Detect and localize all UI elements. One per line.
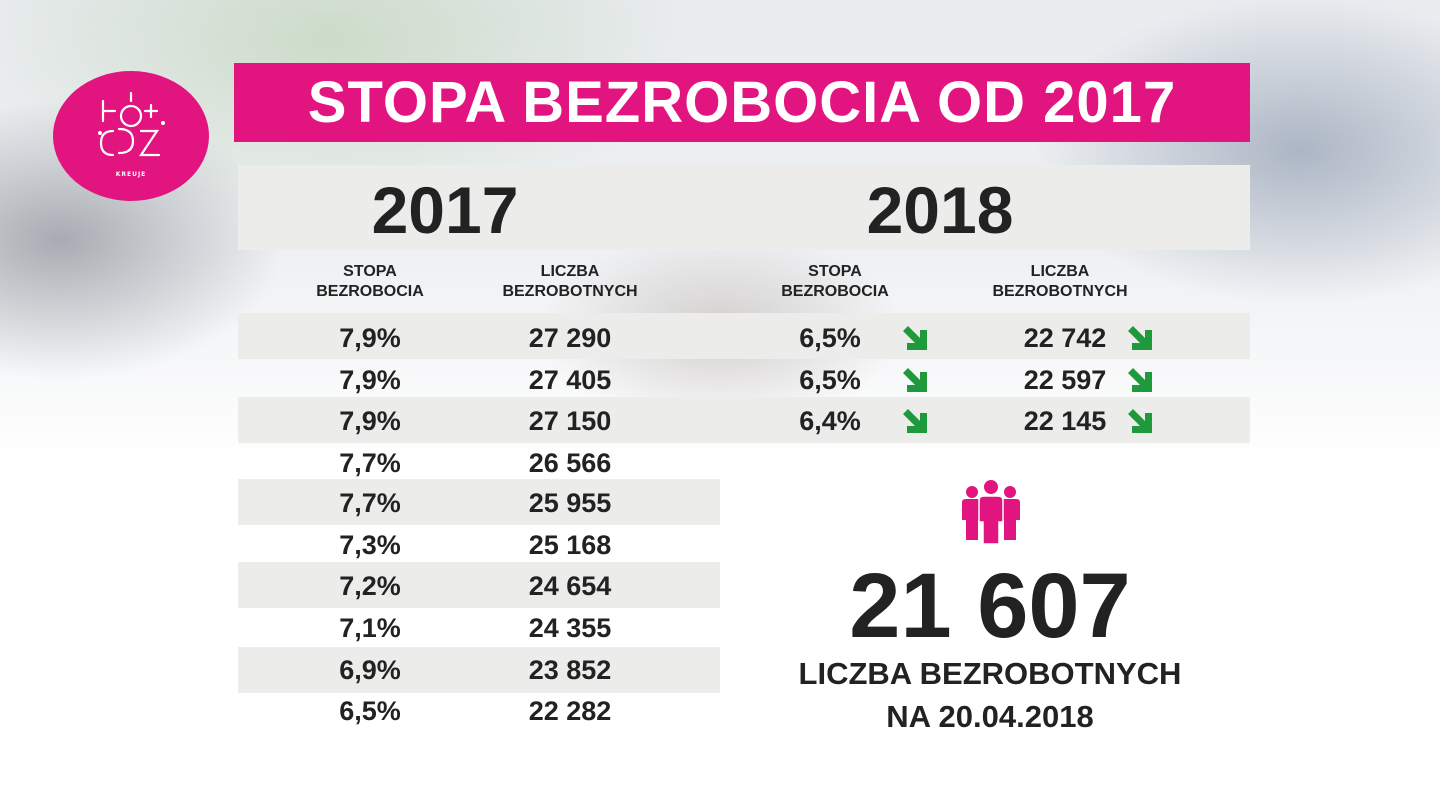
header-count-line2: BEZROBOTNYCH	[502, 283, 638, 300]
count-2018-cell: 22 597	[1023, 365, 1107, 395]
logo-wordmark: KREUJE	[115, 171, 147, 178]
rate-2017-cell: 7,1%	[339, 613, 401, 643]
trend-down-arrow-icon	[903, 326, 927, 350]
count-2017-cell: 23 852	[528, 655, 612, 685]
unemployed-total-label: LICZBA BEZROBOTNYCH	[798, 656, 1182, 691]
header-rate-line1: STOPA	[343, 263, 397, 280]
year-header-bar	[238, 165, 1250, 250]
rate-2017-cell: 7,2%	[339, 571, 401, 601]
trend-down-arrow-icon	[1128, 368, 1152, 392]
rate-2017-cell: 6,9%	[339, 655, 401, 685]
rate-2017-cell: 7,7%	[339, 448, 401, 478]
rate-2018-cell: 6,4%	[799, 406, 861, 436]
trend-down-arrow-icon	[1128, 409, 1152, 433]
header-2018-rate: STOPA BEZROBOCIA	[755, 262, 915, 302]
header-2017-count: LICZBA BEZROBOTNYCH	[470, 262, 670, 302]
header-rate-line2: BEZROBOCIA	[316, 283, 424, 300]
header-2017-rate: STOPA BEZROBOCIA	[290, 262, 450, 302]
count-2017-cell: 27 405	[528, 365, 612, 395]
count-2017-cell: 22 282	[528, 696, 612, 726]
count-2017-cell: 26 566	[528, 448, 612, 478]
rate-2017-cell: 7,7%	[339, 488, 401, 518]
count-2017-cell: 25 168	[528, 530, 612, 560]
trend-down-arrow-icon	[903, 409, 927, 433]
rate-2017-cell: 7,9%	[339, 365, 401, 395]
header-count-line2: BEZROBOTNYCH	[992, 283, 1128, 300]
rate-2018-cell: 6,5%	[799, 365, 861, 395]
count-2018-cell: 22 145	[1023, 406, 1107, 436]
count-2017-cell: 24 654	[528, 571, 612, 601]
table-row-stripe	[238, 647, 720, 693]
header-rate-line1: STOPA	[808, 263, 862, 280]
count-2017-cell: 27 290	[528, 323, 612, 353]
trend-down-arrow-icon	[1128, 326, 1152, 350]
header-2018-count: LICZBA BEZROBOTNYCH	[960, 262, 1160, 302]
page-title: STOPA BEZROBOCIA OD 2017	[234, 63, 1250, 142]
rate-2017-cell: 6,5%	[339, 696, 401, 726]
city-logo: KREUJE	[53, 71, 209, 201]
table-row-stripe	[238, 313, 1250, 359]
rate-2018-cell: 6,5%	[799, 323, 861, 353]
unemployed-total-number: 21 607	[849, 555, 1131, 657]
rate-2017-cell: 7,9%	[339, 406, 401, 436]
people-group-icon	[962, 480, 1020, 545]
unemployed-total-date: NA 20.04.2018	[886, 699, 1094, 734]
table-row-stripe	[238, 397, 1250, 443]
header-rate-line2: BEZROBOCIA	[781, 283, 889, 300]
year-2017-heading: 2017	[371, 173, 519, 247]
header-count-line1: LICZBA	[540, 263, 600, 280]
count-2018-cell: 22 742	[1023, 323, 1107, 353]
table-row-stripe	[238, 479, 720, 525]
rate-2017-cell: 7,9%	[339, 323, 401, 353]
table-row-stripe	[238, 562, 720, 608]
year-2018-heading: 2018	[866, 173, 1014, 247]
count-2017-cell: 27 150	[528, 406, 612, 436]
rate-2017-cell: 7,3%	[339, 530, 401, 560]
count-2017-cell: 25 955	[528, 488, 612, 518]
count-2017-cell: 24 355	[528, 613, 612, 643]
header-count-line1: LICZBA	[1030, 263, 1090, 280]
trend-down-arrow-icon	[903, 368, 927, 392]
